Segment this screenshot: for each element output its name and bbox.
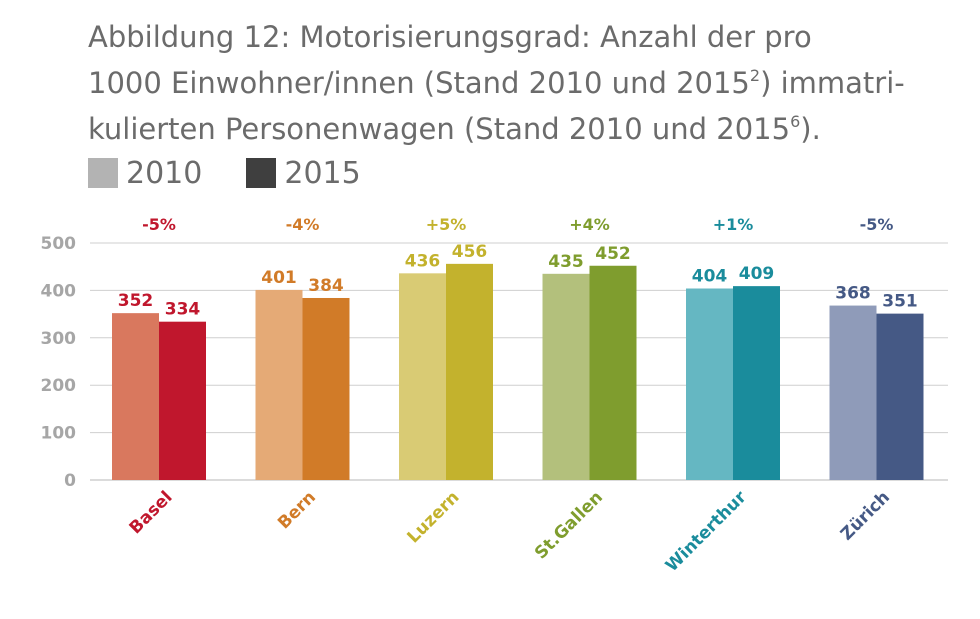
data-label-2015-luzern: 456 bbox=[452, 242, 488, 262]
bar-2010-st-gallen bbox=[542, 273, 590, 480]
data-label-2015-bern: 384 bbox=[308, 276, 344, 296]
bar-2010-basel bbox=[112, 313, 159, 480]
bar-2010-z-rich bbox=[829, 305, 877, 480]
bar-2015-basel bbox=[159, 321, 206, 480]
legend-item-2015: 2015 bbox=[246, 155, 361, 191]
bar-2015-luzern bbox=[446, 263, 493, 480]
title-line-3: kulierten Personenwagen (Stand 2010 und … bbox=[88, 106, 958, 152]
title-line-1: Abbildung 12: Motorisierungsgrad: Anzahl… bbox=[88, 20, 812, 54]
y-tick-label-300: 300 bbox=[41, 329, 77, 349]
x-tick-label-z-rich: Zürich bbox=[837, 487, 894, 544]
legend: 2010 2015 bbox=[88, 153, 405, 193]
title-line-2-text: 1000 Einwohner/innen (Stand 2010 und 201… bbox=[88, 66, 750, 100]
data-label-2015-winterthur: 409 bbox=[739, 264, 775, 284]
x-tick-label-winterthur: Winterthur bbox=[662, 487, 751, 576]
y-tick-label-0: 0 bbox=[64, 471, 76, 491]
legend-swatch-2010 bbox=[88, 158, 118, 188]
title-line-3-text: kulierten Personenwagen (Stand 2010 und … bbox=[88, 112, 791, 146]
change-label-z-rich: -5% bbox=[860, 215, 894, 234]
title-line-2-tail: ) immatri- bbox=[760, 66, 905, 100]
bar-2010-winterthur bbox=[686, 288, 733, 480]
title-line-2: 1000 Einwohner/innen (Stand 2010 und 201… bbox=[88, 60, 958, 106]
bar-2015-winterthur bbox=[733, 286, 780, 480]
change-label-basel: -5% bbox=[142, 215, 176, 234]
data-label-2015-basel: 334 bbox=[165, 300, 201, 320]
change-label-st-gallen: +4% bbox=[569, 215, 610, 234]
change-label-winterthur: +1% bbox=[713, 215, 754, 234]
x-tick-label-bern: Bern bbox=[274, 487, 320, 533]
y-tick-label-200: 200 bbox=[41, 376, 77, 396]
y-tick-label-100: 100 bbox=[41, 424, 77, 444]
bar-2010-luzern bbox=[399, 273, 446, 480]
bar-2010-bern bbox=[255, 289, 303, 480]
x-tick-label-basel: Basel bbox=[126, 487, 177, 538]
x-tick-label-luzern: Luzern bbox=[404, 487, 464, 547]
title-line-3-tail: ). bbox=[800, 112, 821, 146]
legend-swatch-2015 bbox=[246, 158, 277, 188]
title-footnote-6: 6 bbox=[790, 112, 801, 131]
data-label-2015-z-rich: 351 bbox=[882, 292, 918, 312]
y-tick-label-500: 500 bbox=[41, 234, 77, 254]
data-label-2010-luzern: 436 bbox=[405, 251, 441, 271]
data-label-2010-bern: 401 bbox=[261, 268, 297, 288]
legend-label-2015: 2015 bbox=[284, 155, 361, 191]
change-label-luzern: +5% bbox=[426, 215, 467, 234]
data-label-2010-winterthur: 404 bbox=[692, 267, 728, 287]
x-tick-label-st-gallen: St.Gallen bbox=[531, 487, 607, 563]
y-tick-label-400: 400 bbox=[41, 281, 77, 301]
data-label-2010-basel: 352 bbox=[118, 291, 154, 311]
bar-2015-st-gallen bbox=[589, 265, 637, 480]
bar-2015-z-rich bbox=[876, 313, 924, 480]
data-label-2010-st-gallen: 435 bbox=[548, 252, 584, 272]
bar-2015-bern bbox=[302, 297, 350, 480]
legend-label-2010: 2010 bbox=[126, 155, 203, 191]
data-label-2015-st-gallen: 452 bbox=[595, 244, 631, 264]
chart-title: Abbildung 12: Motorisierungsgrad: Anzahl… bbox=[88, 14, 958, 152]
change-label-bern: -4% bbox=[286, 215, 320, 234]
data-label-2010-z-rich: 368 bbox=[835, 284, 871, 304]
legend-item-2010: 2010 bbox=[88, 156, 202, 191]
title-footnote-2: 2 bbox=[749, 66, 761, 85]
